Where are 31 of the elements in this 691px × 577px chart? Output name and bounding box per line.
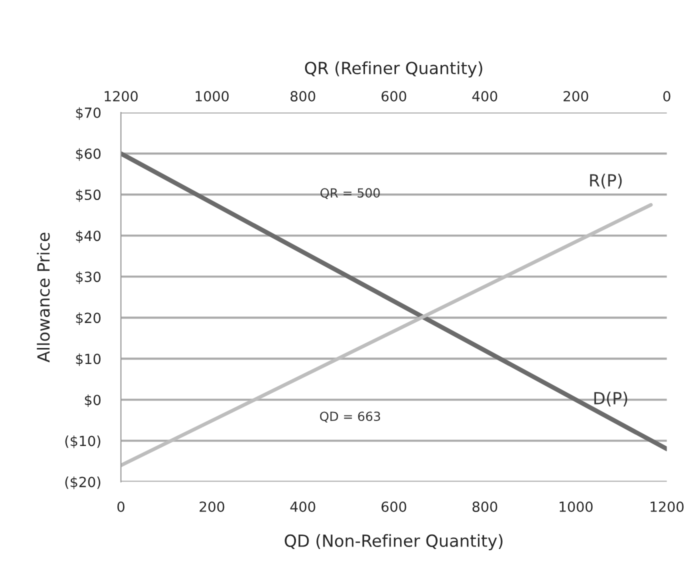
y-tick-label: $50 (76, 189, 101, 202)
series-label: R(P) (590, 174, 622, 189)
series-label: D(P) (594, 392, 628, 406)
y-tick-label: $10 (76, 353, 101, 366)
y-tick-label: ($10) (65, 435, 100, 448)
x-tick-label: 0 (117, 501, 124, 512)
x2-tick-label: 800 (290, 90, 316, 102)
y-tick-label: ($20) (65, 476, 100, 490)
x2-tick-label: 1000 (196, 90, 229, 102)
annotation: QD = 663 (320, 412, 380, 422)
y-tick-label: $0 (84, 394, 101, 408)
x-tick-label: 200 (200, 501, 224, 512)
y-tick-label: $60 (76, 148, 101, 161)
x-axis-title: QD (Non-Refiner Quantity) (284, 534, 502, 550)
annotation: QR = 500 (320, 188, 380, 200)
x-tick-label: 1000 (560, 501, 593, 512)
x2-tick-label: 0 (663, 90, 670, 102)
x-tick-label: 400 (290, 501, 316, 512)
y-tick-label: $20 (76, 312, 101, 325)
x-tick-label: 600 (382, 501, 406, 512)
x-tick-label: 800 (472, 501, 498, 512)
x2-axis-title: QR (Refiner Quantity) (305, 61, 482, 78)
x2-tick-label: 1200 (104, 90, 138, 102)
x2-tick-label: 600 (382, 90, 406, 102)
y-tick-label: $30 (76, 271, 101, 284)
y-tick-label: $40 (76, 230, 101, 243)
x2-tick-label: 400 (472, 90, 498, 102)
y-tick-label: $70 (76, 107, 101, 120)
x-tick-label: 1200 (650, 501, 684, 512)
x2-tick-label: 200 (564, 90, 588, 102)
y-axis-title: Allowance Price (36, 232, 50, 362)
